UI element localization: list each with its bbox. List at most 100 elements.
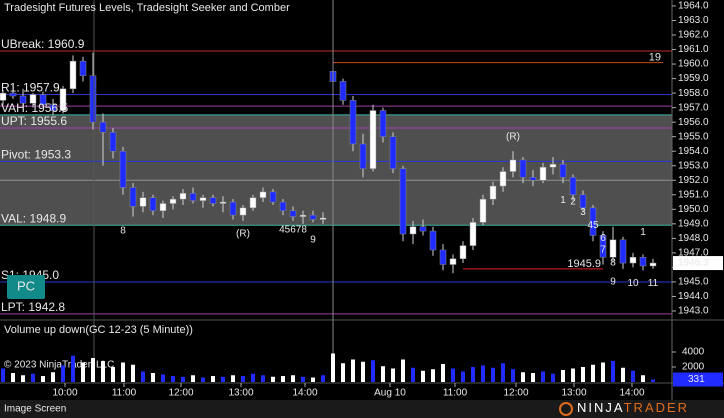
volume-bar [581,367,585,382]
volume-bar [21,375,25,382]
candle-body [389,136,397,169]
x-tick-label: 14:00 [292,388,317,399]
volume-bar [431,369,435,382]
candle-body [519,159,527,178]
volume-bar [281,376,285,382]
candle-body [449,258,457,265]
volume-bar [231,375,235,382]
volume-bar [641,375,645,382]
pc-button[interactable] [7,275,45,299]
footer-bar [0,400,724,418]
volume-bar [161,374,165,382]
annotation: (R) [506,131,520,142]
candle-body [239,207,247,216]
candle-body [639,256,647,267]
candle-body [219,201,227,204]
volume-bar [71,355,75,382]
volume-bar [401,359,405,382]
volume-bar [341,363,345,382]
y-tick-label: 1963.0 [678,15,709,26]
volume-bar [11,373,15,382]
y-tick-label: 1957.0 [678,102,709,113]
annotation: 3 [580,207,586,218]
candle-body [559,164,567,178]
candle-body [409,226,417,235]
candle-body [369,110,377,169]
volume-tick-label: 4000 [682,347,705,358]
volume-bar [591,364,595,382]
level-label: UPT: 1955.6 [1,114,67,128]
volume-bar [181,376,185,382]
candle-body [129,187,137,207]
candle-body [529,177,537,181]
last-price-label: 1946.3 [678,258,709,269]
y-tick-label: 1948.0 [678,233,709,244]
volume-bar [201,377,205,382]
candle-body [579,194,587,209]
volume-bar [471,367,475,382]
x-tick-label: 14:00 [619,388,644,399]
y-tick-label: 1959.0 [678,73,709,84]
volume-bar [81,362,85,382]
level-label: VAH: 1956.5 [1,101,68,115]
volume-bar [41,376,45,382]
candle-body [249,197,257,209]
candle-body [599,235,607,258]
candle-body [29,94,37,104]
volume-bar [111,367,115,382]
volume-bar [511,369,515,382]
volume-bar [541,371,545,382]
volume-bar [211,376,215,382]
candle-body [59,88,67,111]
volume-bar [361,361,365,382]
volume-tick-label: 2000 [682,362,705,373]
annotation: 1 [640,227,646,238]
volume-bar [131,364,135,382]
volume-bar [331,353,335,382]
candle-body [499,171,507,187]
volume-bar [421,370,425,382]
volume-bar [621,367,625,382]
volume-bar [551,373,555,382]
x-tick-label: 12:00 [503,388,528,399]
volume-bar [191,375,195,382]
level-label: VAL: 1948.9 [1,211,66,225]
y-tick-label: 1964.0 [678,1,709,12]
candle-body [439,249,447,265]
volume-bar [51,372,55,382]
candle-body [209,197,217,204]
y-tick-label: 1956.0 [678,117,709,128]
volume-bar [221,376,225,382]
y-tick-label: 1944.0 [678,291,709,302]
y-tick-label: 1961.0 [678,44,709,55]
annotation: 7 [600,245,606,256]
last-volume-box [673,372,723,387]
volume-bar [441,364,445,382]
candle-body [359,143,367,169]
candle-body [609,239,617,258]
y-tick-label: 1945.0 [678,277,709,288]
candle-body [79,60,87,76]
candle-body [569,177,577,196]
candle-body [19,95,27,104]
volume-bar [151,373,155,382]
copyright: © 2023 NinjaTrader, LLC [4,360,114,371]
annotation: 8 [120,226,126,237]
x-tick-label: 11:00 [112,388,137,399]
candle-body [299,214,307,217]
candle-body [649,262,657,267]
volume-bar [531,373,535,382]
pc-button-label[interactable]: PC [17,278,35,293]
candle-body [339,81,347,101]
volume-bar [651,379,655,382]
brand-part: TRADER [624,400,689,415]
volume-bar [521,372,525,382]
short-line-label: 1945.9 [567,258,601,270]
volume-bar [411,367,415,382]
volume-bar [241,376,245,382]
x-tick-label: 13:00 [228,388,253,399]
y-tick-label: 1958.0 [678,88,709,99]
candle-body [99,121,107,133]
